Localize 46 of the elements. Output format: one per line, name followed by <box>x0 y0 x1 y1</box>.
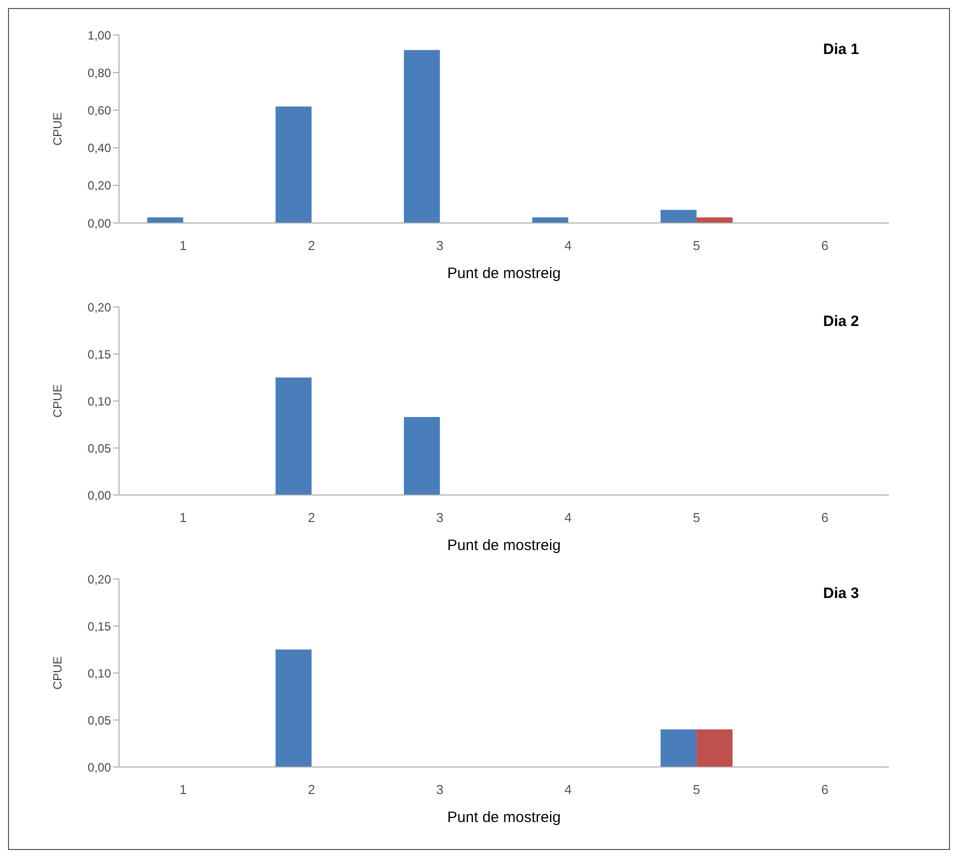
y-tick-label: 0,20 <box>88 572 112 586</box>
x-axis-title: Punt de mostreig <box>446 809 562 826</box>
y-tick-label: 0,00 <box>88 216 112 230</box>
y-tick-label: 0,10 <box>88 666 112 680</box>
x-tick-label: 5 <box>692 782 700 798</box>
chart-title: Dia 2 <box>823 313 859 330</box>
x-tick-label: 1 <box>180 782 187 798</box>
y-tick-label: 0,05 <box>88 441 112 456</box>
y-tick-label: 1,00 <box>88 28 112 42</box>
x-axis-title: Punt de mostreig <box>446 537 562 554</box>
y-tick-label: 0,80 <box>88 66 112 80</box>
x-tick-label: 6 <box>821 510 828 526</box>
y-tick-label: 0,20 <box>88 300 112 314</box>
x-tick-label: 5 <box>692 510 700 526</box>
y-tick-label: 0,05 <box>88 713 112 728</box>
bar <box>276 106 312 223</box>
x-tick-label: 5 <box>692 238 700 254</box>
x-tick-label: 4 <box>564 238 572 254</box>
y-tick-label: 0,60 <box>88 103 112 118</box>
x-tick-label: 4 <box>564 782 572 798</box>
x-tick-label: 3 <box>436 782 444 798</box>
bar <box>404 50 440 223</box>
y-axis-title: CPUE <box>50 112 64 146</box>
x-tick-label: 1 <box>180 510 187 526</box>
x-tick-label: 4 <box>564 510 572 526</box>
x-tick-label: 2 <box>308 782 316 798</box>
x-tick-label: 2 <box>308 238 316 254</box>
y-tick-label: 0,20 <box>88 178 112 193</box>
y-tick-label: 0,15 <box>88 347 112 362</box>
bar <box>660 210 697 223</box>
chart-title: Dia 1 <box>823 41 859 58</box>
y-tick-label: 0,40 <box>88 141 112 156</box>
y-axis-title: CPUE <box>50 384 64 418</box>
x-tick-label: 6 <box>821 238 828 254</box>
y-tick-label: 0,15 <box>88 619 112 634</box>
x-tick-label: 1 <box>180 238 187 254</box>
x-tick-label: 2 <box>308 510 316 526</box>
y-axis-title: CPUE <box>50 656 64 690</box>
x-tick-label: 6 <box>821 782 828 798</box>
x-tick-label: 3 <box>436 510 444 526</box>
chart-title: Dia 3 <box>823 585 859 602</box>
x-axis-title: Punt de mostreig <box>446 265 562 282</box>
y-tick-label: 0,00 <box>88 488 112 502</box>
x-tick-label: 3 <box>436 238 444 254</box>
y-tick-label: 0,10 <box>88 394 112 408</box>
y-tick-label: 0,00 <box>88 760 112 774</box>
